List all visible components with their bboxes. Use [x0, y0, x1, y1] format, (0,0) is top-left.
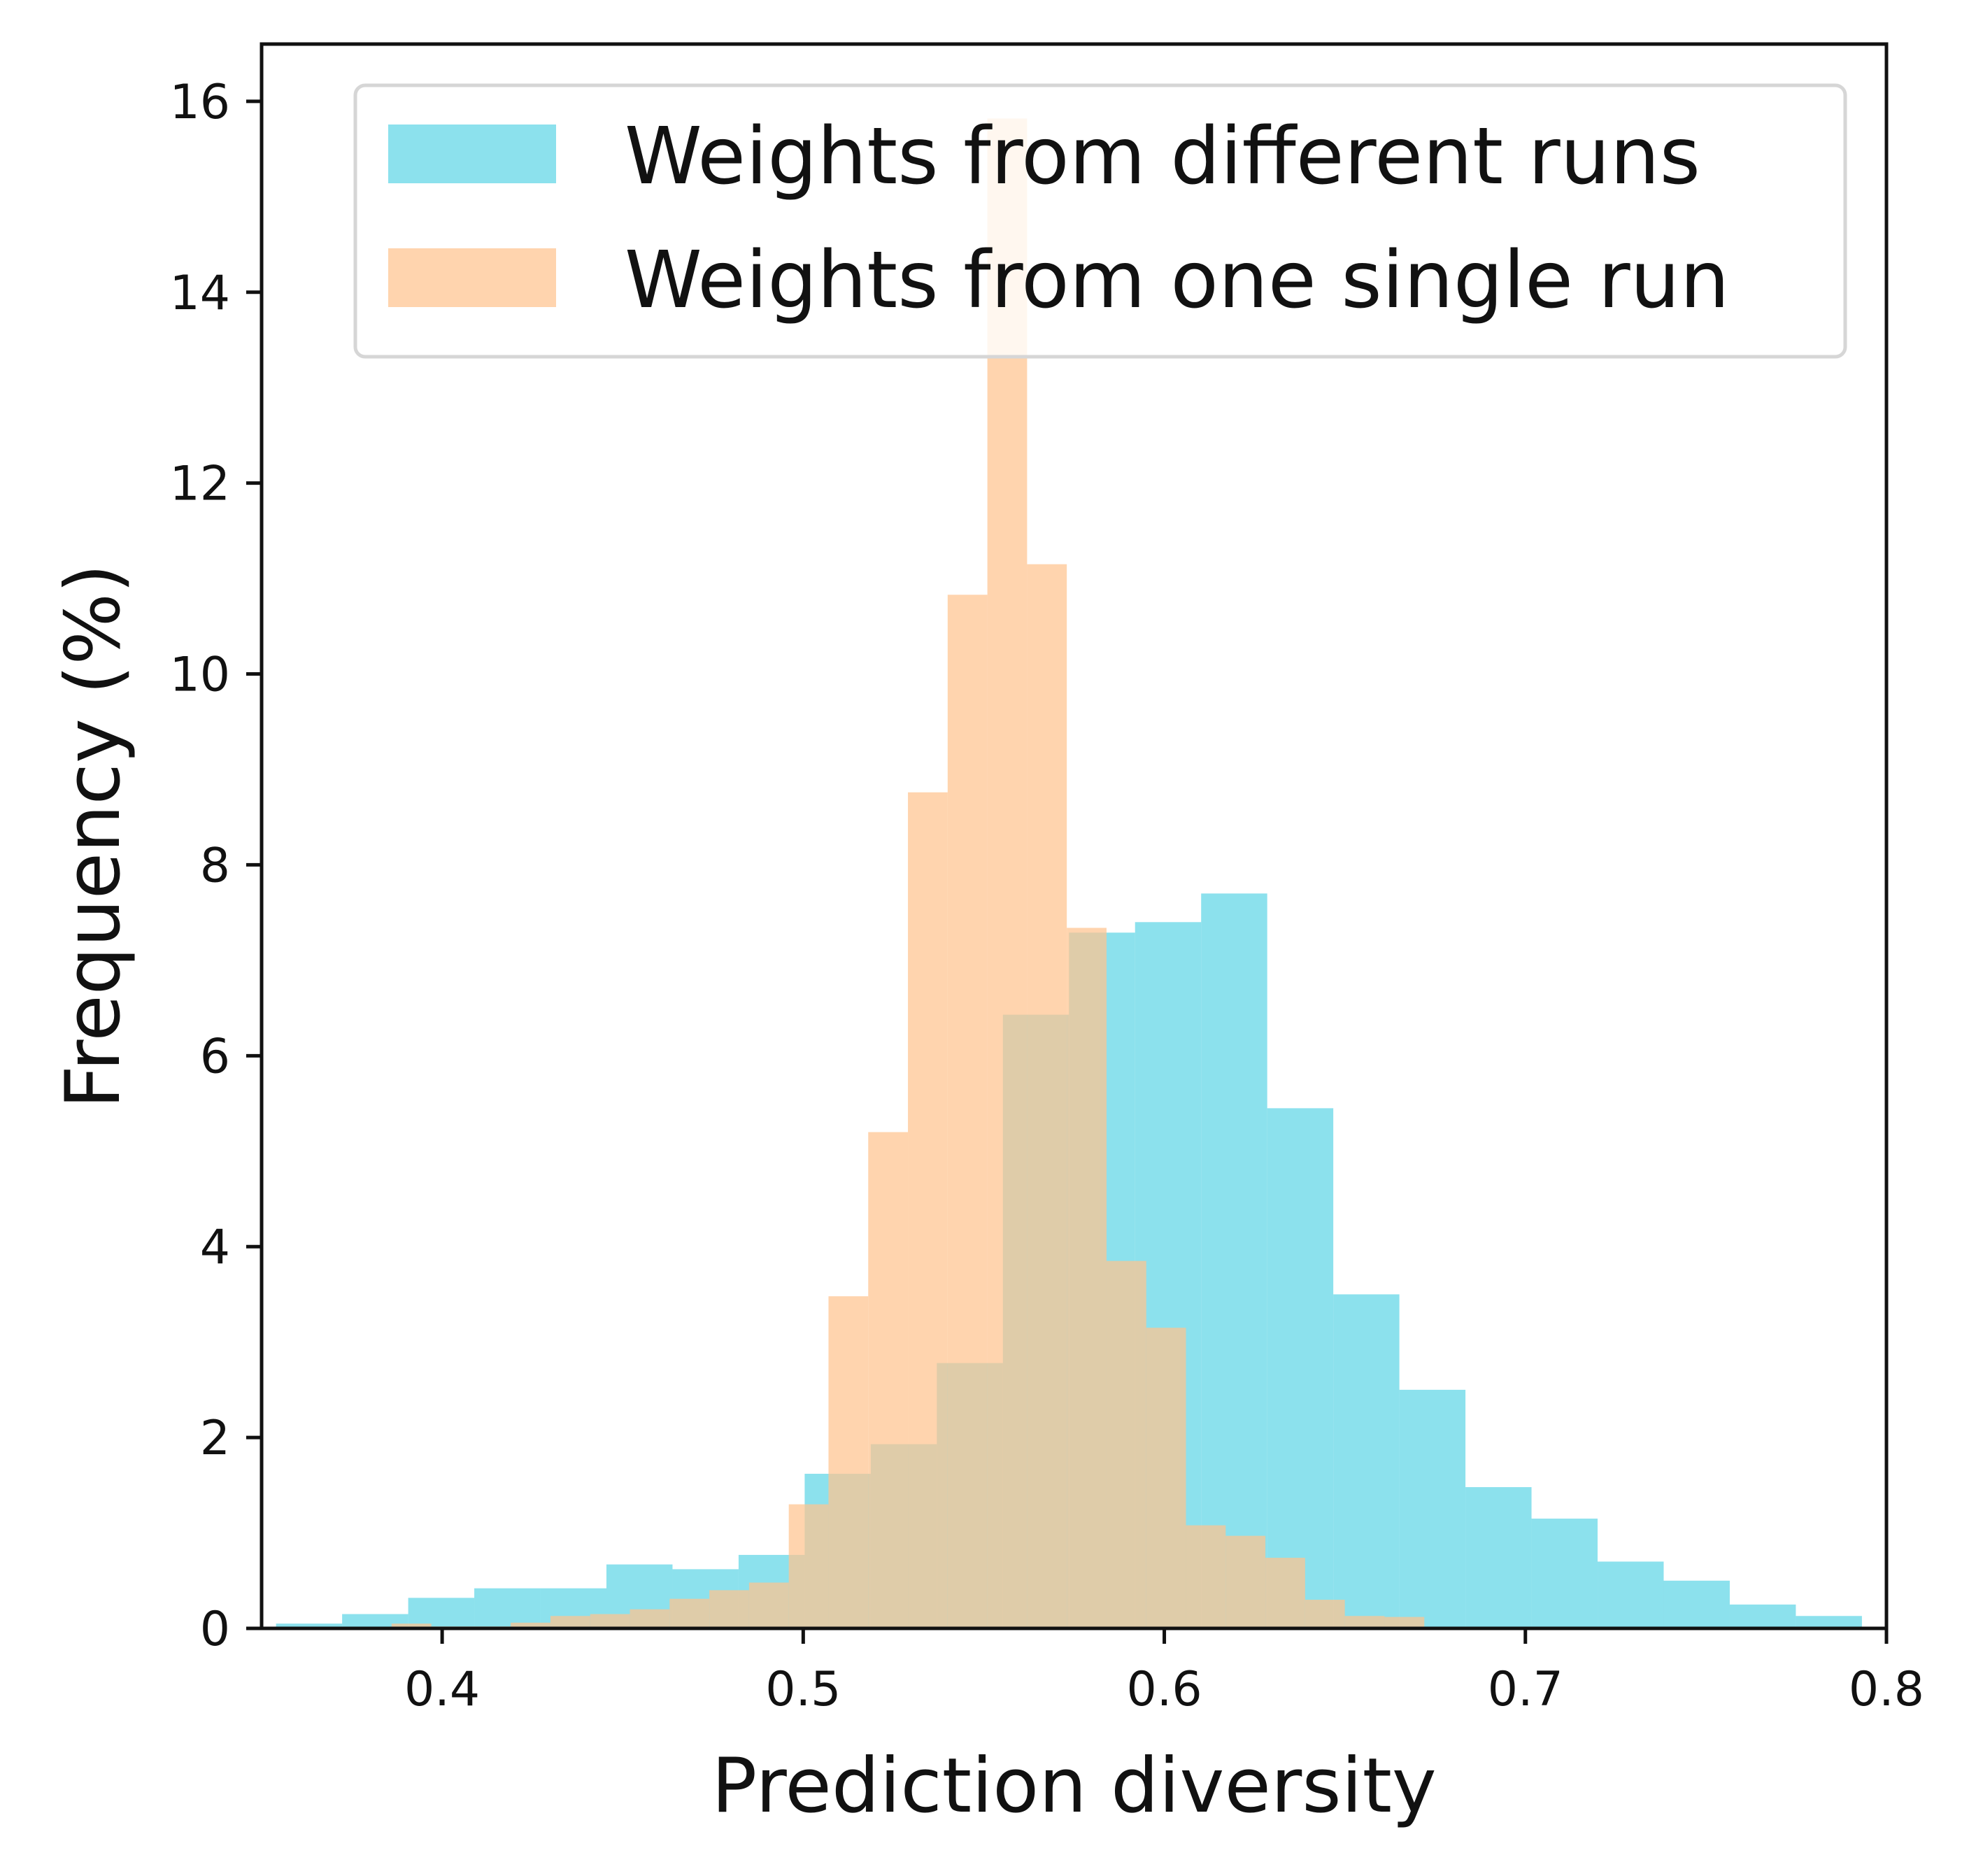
bar — [709, 1590, 749, 1628]
bar — [1186, 1525, 1226, 1628]
bar — [590, 1614, 630, 1628]
y-tick-label: 16 — [169, 75, 230, 130]
bar — [1384, 1616, 1425, 1628]
x-tick-label: 0.6 — [1126, 1662, 1202, 1717]
legend-label-different-runs: Weights from different runs — [625, 111, 1700, 202]
ticks-layer: 0.4 0.5 0.6 0.7 0.8 0 2 4 6 8 10 12 14 16 — [169, 75, 1924, 1717]
y-axis-title: Frequency (%) — [50, 564, 137, 1109]
bar — [1344, 1616, 1385, 1628]
bar — [1067, 928, 1107, 1628]
x-tick-label: 0.5 — [765, 1662, 841, 1717]
bar — [511, 1622, 550, 1628]
bar — [1201, 893, 1267, 1628]
bar — [1729, 1604, 1796, 1628]
bar — [669, 1598, 710, 1628]
legend-box — [353, 83, 1847, 359]
bar — [1146, 1328, 1186, 1628]
bar — [550, 1616, 590, 1628]
bars-layer — [276, 118, 1862, 1629]
bar — [1598, 1561, 1664, 1628]
x-axis-title: Prediction diversity — [711, 1742, 1437, 1830]
bar — [1531, 1519, 1598, 1628]
x-tick-label: 0.4 — [404, 1662, 480, 1717]
x-tick-label: 0.7 — [1488, 1662, 1563, 1717]
y-tick-label: 10 — [169, 648, 230, 703]
bar — [947, 595, 988, 1628]
bar — [987, 118, 1028, 1629]
bar — [748, 1582, 789, 1628]
legend-label-single-run: Weights from one single run — [625, 235, 1730, 326]
x-tick-label: 0.8 — [1849, 1662, 1924, 1717]
bar — [788, 1504, 829, 1628]
bar — [1265, 1558, 1305, 1628]
y-tick-label: 0 — [200, 1602, 230, 1657]
legend: Weights from different runs Weights from… — [353, 83, 1847, 359]
bar — [408, 1598, 475, 1628]
bar — [391, 1623, 432, 1628]
y-tick-label: 12 — [169, 457, 230, 512]
legend-swatch-single-run — [388, 248, 556, 307]
bar — [630, 1609, 670, 1628]
legend-swatch-different-runs — [388, 125, 556, 183]
bar — [1465, 1487, 1532, 1628]
bar — [1267, 1108, 1334, 1628]
bar — [1663, 1580, 1730, 1628]
bar — [1225, 1535, 1266, 1628]
bar — [908, 792, 948, 1628]
y-tick-label: 2 — [200, 1411, 230, 1466]
bar — [1106, 1260, 1146, 1628]
bar — [1333, 1294, 1400, 1628]
bar — [474, 1588, 541, 1628]
plot-frame — [260, 42, 1889, 1630]
bar — [868, 1132, 909, 1628]
y-tick-label: 4 — [200, 1220, 230, 1275]
bar — [828, 1296, 869, 1628]
bar — [1796, 1616, 1862, 1628]
y-tick-label: 6 — [200, 1029, 230, 1084]
y-tick-label: 14 — [169, 266, 230, 321]
bar — [276, 1623, 343, 1628]
series-1-bars — [352, 118, 1425, 1629]
bar — [1305, 1600, 1345, 1628]
bar — [1399, 1389, 1466, 1628]
bar — [1027, 564, 1067, 1628]
y-tick-label: 8 — [200, 838, 230, 893]
